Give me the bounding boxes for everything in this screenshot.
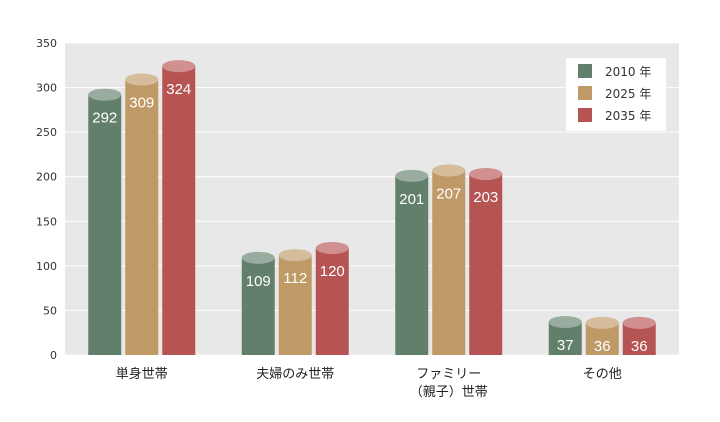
bar-cap: [585, 316, 619, 329]
y-tick-label: 50: [43, 304, 57, 317]
y-tick-label: 200: [36, 171, 57, 184]
x-axis-categories: 単身世帯 夫婦のみ世帯 ファミリー （親子）世帯 その他: [116, 366, 622, 400]
bar-value-label: 309: [129, 95, 154, 112]
legend-label: 2035 年: [605, 109, 651, 123]
bar-value-label: 37: [557, 337, 574, 354]
legend-swatch: [578, 64, 592, 78]
legend-swatch: [578, 108, 592, 122]
legend: 2010 年 2025 年 2035 年: [566, 58, 666, 131]
bar-value-label: 292: [92, 110, 117, 127]
legend-label: 2025 年: [605, 87, 651, 101]
bar: [88, 94, 122, 356]
y-tick-label: 350: [36, 37, 57, 50]
bar-cap: [432, 164, 466, 177]
bar: [432, 170, 466, 355]
bar-value-label: 109: [246, 273, 271, 290]
x-category-label: ファミリー: [416, 367, 481, 382]
bar-value-label: 324: [166, 81, 191, 98]
x-category-label: 単身世帯: [116, 366, 168, 382]
bar-value-label: 207: [436, 185, 461, 202]
bar-cap: [315, 242, 349, 255]
y-tick-label: 300: [36, 82, 57, 95]
y-tick-label: 0: [50, 349, 57, 362]
bar-cap: [278, 249, 312, 262]
y-tick-label: 100: [36, 260, 57, 273]
bar: [278, 255, 312, 355]
legend-swatch: [578, 86, 592, 100]
bar: [162, 66, 196, 356]
bar-value-label: 112: [283, 270, 307, 287]
x-category-label: 夫婦のみ世帯: [256, 366, 334, 382]
bar: [125, 79, 159, 355]
y-tick-label: 150: [36, 215, 57, 228]
bar: [315, 248, 349, 355]
bar: [241, 257, 275, 355]
bar-cap: [469, 168, 503, 181]
bar-value-label: 36: [594, 338, 611, 355]
bar: [469, 174, 503, 355]
bar-value-label: 203: [473, 189, 498, 206]
x-category-label: （親子）世帯: [410, 385, 488, 400]
y-tick-label: 250: [36, 126, 57, 139]
bar-cap: [125, 73, 159, 86]
bar-cap: [241, 251, 275, 264]
bar-value-label: 120: [320, 263, 345, 280]
bar-cap: [395, 169, 429, 182]
x-category-label: その他: [583, 367, 622, 382]
bar-cap: [622, 316, 656, 329]
bar: [395, 175, 429, 355]
bar-cap: [548, 316, 582, 329]
bar-cap: [162, 60, 196, 73]
bar-value-label: 36: [631, 338, 648, 355]
bars: 292 309 324 109 112 120 201 207 203 37 36 36: [88, 60, 656, 356]
y-axis-ticks: 0 50 100 150 200 250 300 350: [36, 37, 57, 362]
bar-cap: [88, 88, 122, 101]
bar-value-label: 201: [399, 191, 424, 208]
legend-label: 2010 年: [605, 65, 651, 79]
